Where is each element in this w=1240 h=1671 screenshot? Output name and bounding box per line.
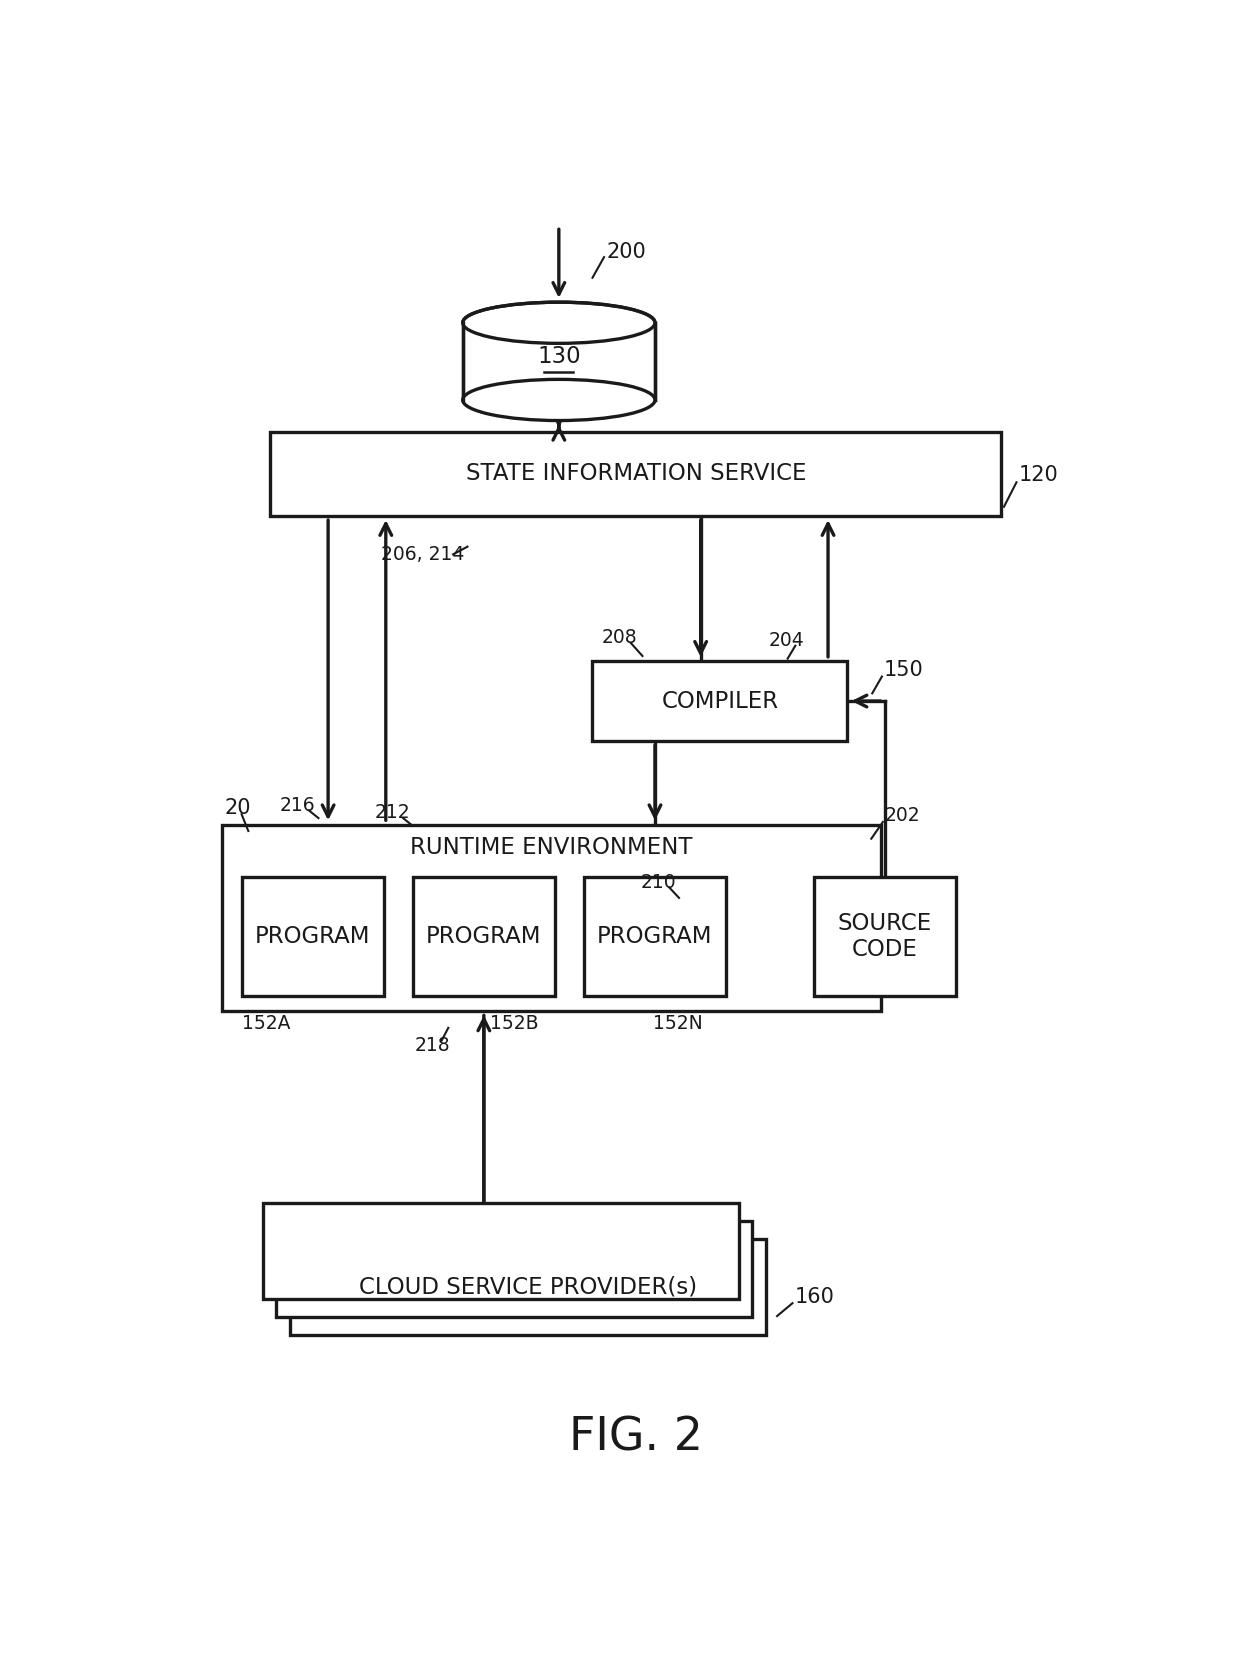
Bar [813, 877, 956, 996]
Bar [270, 433, 1001, 516]
Ellipse shape [463, 302, 655, 343]
Text: CLOUD SERVICE PROVIDER(s): CLOUD SERVICE PROVIDER(s) [358, 1275, 697, 1298]
Text: 20: 20 [224, 797, 250, 817]
Bar [413, 877, 554, 996]
Text: SOURCE
CODE: SOURCE CODE [837, 912, 931, 961]
Text: PROGRAM: PROGRAM [425, 926, 542, 947]
Text: PROGRAM: PROGRAM [255, 926, 371, 947]
Ellipse shape [463, 379, 655, 421]
Text: 218: 218 [414, 1036, 450, 1056]
Text: 152N: 152N [652, 1014, 703, 1033]
Text: RUNTIME ENVIRONMENT: RUNTIME ENVIRONMENT [410, 836, 693, 859]
Text: 152B: 152B [490, 1014, 538, 1033]
Text: 212: 212 [374, 804, 409, 822]
Text: STATE INFORMATION SERVICE: STATE INFORMATION SERVICE [465, 463, 806, 486]
Text: 216: 216 [280, 795, 315, 815]
Bar [593, 662, 847, 740]
Text: COMPILER: COMPILER [661, 690, 779, 712]
Bar [277, 1222, 751, 1317]
Bar [222, 824, 880, 1011]
Text: 202: 202 [884, 805, 920, 825]
Text: 208: 208 [601, 628, 637, 647]
Text: 152A: 152A [242, 1014, 290, 1033]
Text: FIG. 2: FIG. 2 [568, 1415, 703, 1460]
Text: 200: 200 [606, 242, 646, 262]
Bar [263, 1203, 738, 1300]
Text: 210: 210 [640, 872, 676, 892]
Bar [463, 323, 655, 399]
Text: 160: 160 [794, 1287, 835, 1307]
Bar [290, 1238, 765, 1335]
Text: 130: 130 [537, 344, 580, 368]
Text: 206, 214: 206, 214 [381, 545, 464, 563]
Text: 150: 150 [883, 660, 923, 680]
Text: 204: 204 [768, 632, 804, 650]
Text: 120: 120 [1018, 465, 1058, 485]
Bar [584, 877, 725, 996]
Bar [242, 877, 383, 996]
Text: PROGRAM: PROGRAM [596, 926, 713, 947]
